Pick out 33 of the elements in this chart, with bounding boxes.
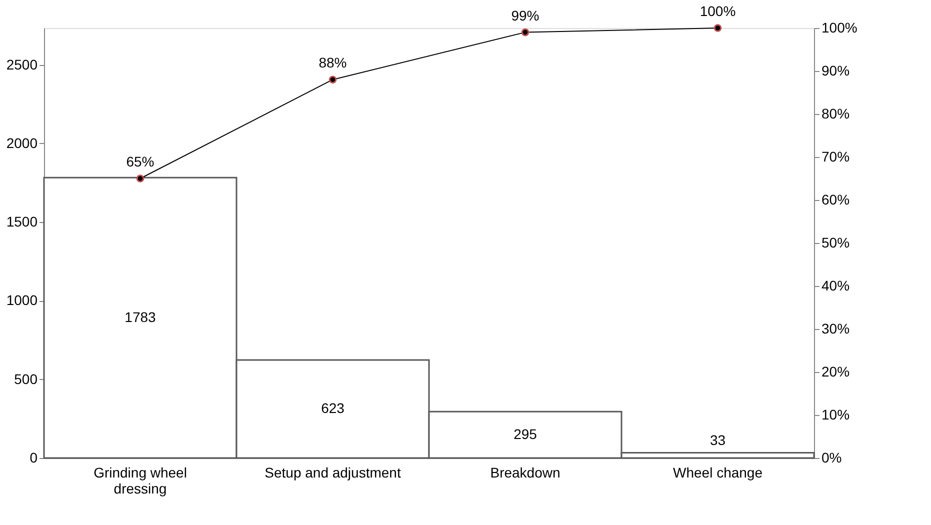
data-label: 623 [321, 400, 345, 416]
y2-tick-label: 70% [822, 148, 850, 164]
y-tick-label: 1500 [6, 214, 38, 230]
x-tick-label: Setup and adjustment [264, 464, 401, 480]
point [328, 76, 337, 84]
y2-tick-label: 30% [822, 320, 850, 336]
y2-tick-label: 10% [822, 406, 850, 422]
y-tick-label: 1000 [6, 292, 38, 308]
y-tick-label: 2000 [6, 134, 38, 151]
data-label: 88% [318, 54, 347, 71]
y2-tick-label: 90% [822, 62, 850, 78]
point [714, 24, 722, 32]
y-tick-label: 500 [14, 370, 38, 387]
x-tick-label: Breakdown [490, 464, 560, 480]
data-label: 100% [700, 3, 736, 19]
y2-tick-label: 50% [822, 234, 850, 250]
data-label: 33 [710, 432, 726, 448]
y2-tick-label: 40% [822, 278, 850, 294]
data-label: 295 [514, 426, 538, 442]
y2-tick-label: 80% [822, 106, 850, 122]
data-label: 65% [126, 154, 154, 170]
data-label: 1783 [124, 308, 156, 325]
y-tick-label: 0 [30, 450, 38, 466]
y2-tick-label: 100% [822, 20, 858, 36]
data-label: 99% [511, 7, 540, 24]
point [136, 174, 144, 182]
x-tick-label: Wheel change [672, 464, 763, 480]
y-tick-label: 2500 [6, 56, 38, 72]
point [521, 28, 530, 36]
y2-tick-label: 60% [822, 192, 850, 208]
x-tick-label: Grinding wheel dressing [94, 464, 187, 496]
y2-tick-label: 0% [822, 450, 842, 466]
y2-tick-label: 20% [822, 364, 850, 380]
